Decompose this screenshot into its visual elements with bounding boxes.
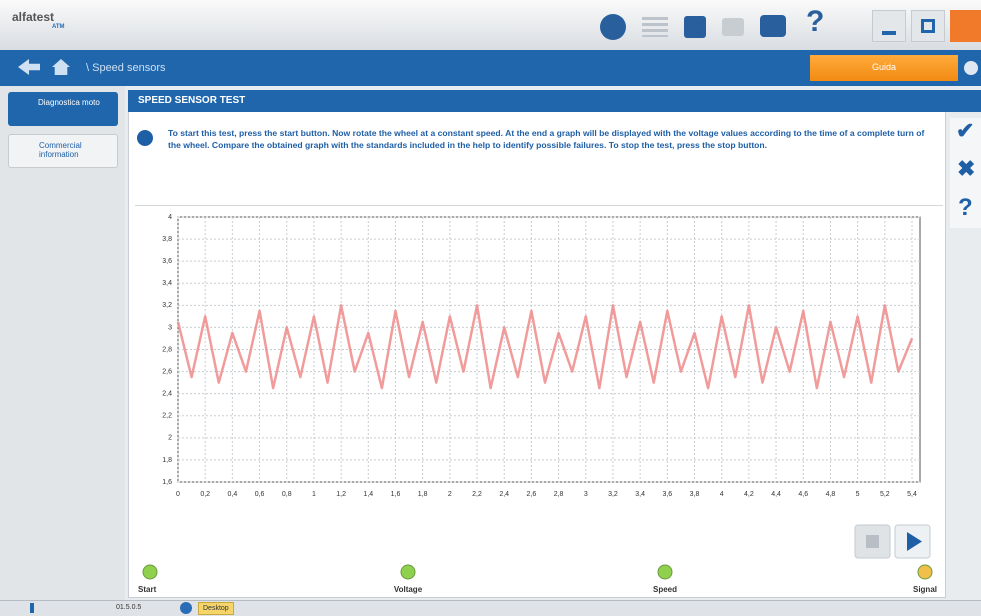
x-tick-label: 3 — [584, 491, 588, 498]
x-tick-label: 2 — [448, 491, 452, 498]
help-icon[interactable]: ? — [806, 5, 825, 38]
indicator-label: Speed — [653, 585, 677, 594]
y-tick-label: 3,2 — [162, 302, 172, 309]
task-icon — [180, 602, 192, 614]
task-button[interactable]: Desktop — [198, 602, 234, 615]
x-tick-label: 4,6 — [798, 491, 808, 498]
indicator-light — [657, 564, 673, 580]
x-tick-label: 1,2 — [336, 491, 346, 498]
x-tick-label: 1 — [312, 491, 316, 498]
plot-frame — [177, 216, 921, 483]
sidebar-item[interactable]: Diagnostica moto — [8, 92, 118, 126]
x-tick-label: 2,8 — [554, 491, 564, 498]
x-tick-label: 0,6 — [255, 491, 265, 498]
x-tick-label: 4,4 — [771, 491, 781, 498]
y-tick-label: 2 — [168, 435, 172, 442]
x-tick-label: 1,8 — [418, 491, 428, 498]
y-tick-label: 2,4 — [162, 391, 172, 398]
car-icon[interactable] — [684, 16, 706, 38]
minimize-button[interactable] — [872, 10, 906, 42]
close-button[interactable] — [950, 10, 981, 42]
stop-icon — [866, 535, 879, 548]
info-text: To start this test, press the start butt… — [168, 128, 925, 150]
chart: 1,6 1,8 2 2,2 2,4 2,6 2,8 3 3,2 3,4 3,6 3,8 4 0 0,2 0,4… — [138, 214, 937, 594]
cancel-button[interactable]: ✖ — [957, 156, 976, 181]
x-tick-label: 0 — [176, 491, 180, 498]
x-tick-label: 0,2 — [200, 491, 210, 498]
y-tick-label: 1,6 — [162, 479, 172, 486]
title-bar: alfatest ATM ? — [0, 0, 981, 50]
guide-button[interactable]: Guida — [810, 55, 958, 81]
right-toolbar: ✔ ✖ ? — [950, 118, 981, 228]
breadcrumb: \ Speed sensors — [86, 62, 166, 74]
panel-title: SPEED SENSOR TEST — [128, 90, 981, 112]
x-tick-label: 0,4 — [228, 491, 238, 498]
camera-icon[interactable] — [760, 15, 786, 37]
status-bar: 01.5.0.5 Desktop — [0, 600, 981, 616]
x-tick-label: 2,4 — [499, 491, 509, 498]
version: 01.5.0.5 — [116, 604, 142, 611]
globe-icon[interactable] — [600, 14, 626, 40]
sidebar-item[interactable]: Commercial information — [8, 134, 118, 168]
x-tick-label: 3,2 — [608, 491, 618, 498]
help-button[interactable]: ? — [958, 194, 973, 221]
x-tick-label: 0,8 — [282, 491, 292, 498]
x-tick-label: 1,4 — [363, 491, 373, 498]
y-tick-label: 2,6 — [162, 368, 172, 375]
indicator-label: Start — [138, 585, 157, 594]
print-icon[interactable] — [722, 18, 744, 36]
x-tick-label: 5 — [856, 491, 860, 498]
x-tick-label: 4,2 — [744, 491, 754, 498]
x-tick-label: 2,2 — [472, 491, 482, 498]
menu-toggle[interactable] — [964, 61, 978, 75]
indicator-label: Voltage — [394, 585, 423, 594]
y-tick-label: 2,8 — [162, 346, 172, 353]
confirm-button[interactable]: ✔ — [956, 118, 975, 143]
y-tick-label: 3,8 — [162, 236, 172, 243]
x-tick-label: 4,8 — [826, 491, 836, 498]
x-tick-label: 1,6 — [391, 491, 401, 498]
indicator-label: Signal — [913, 585, 937, 594]
y-tick-label: 3,6 — [162, 258, 172, 265]
x-tick-label: 5,4 — [907, 491, 917, 498]
indicator-light — [142, 564, 158, 580]
y-tick-label: 3,4 — [162, 280, 172, 287]
signal-line — [176, 304, 914, 390]
logo: alfatest — [12, 10, 55, 24]
x-tick-label: 4 — [720, 491, 724, 498]
y-tick-label: 2,2 — [162, 413, 172, 420]
x-tick-label: 3,8 — [690, 491, 700, 498]
x-tick-label: 5,2 — [880, 491, 890, 498]
info-icon — [137, 130, 153, 146]
y-tick-label: 4 — [168, 214, 172, 221]
x-tick-label: 3,6 — [662, 491, 672, 498]
home-button[interactable] — [52, 59, 70, 75]
play-icon — [907, 532, 922, 551]
list-icon[interactable] — [642, 17, 668, 37]
sidebar: Diagnostica moto Commercial information — [0, 86, 125, 600]
indicator-light — [917, 564, 933, 580]
nav-bar: \ Speed sensors Guida — [0, 50, 981, 86]
logo-sub: ATM — [52, 24, 65, 30]
x-tick-label: 2,6 — [527, 491, 537, 498]
indicator-light — [400, 564, 416, 580]
maximize-button[interactable] — [911, 10, 945, 42]
y-tick-label: 1,8 — [162, 457, 172, 464]
x-tick-label: 3,4 — [635, 491, 645, 498]
divider — [135, 205, 943, 206]
y-tick-label: 3 — [168, 324, 172, 331]
start-icon — [30, 603, 34, 613]
